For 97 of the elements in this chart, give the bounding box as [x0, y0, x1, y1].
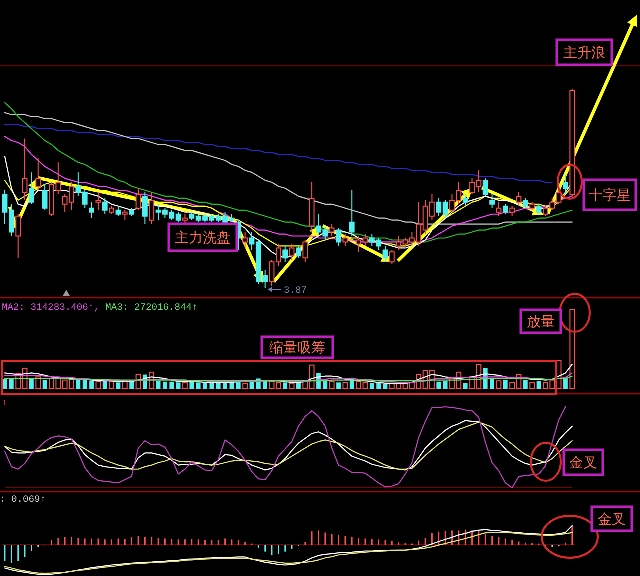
candlestick [462, 194, 468, 207]
candlestick [129, 208, 135, 217]
bar [163, 382, 168, 389]
bar [329, 381, 335, 390]
text: MA3: 272016.844↑ [106, 302, 198, 313]
bar [443, 381, 448, 389]
candlestick [570, 88, 576, 197]
candlestick [510, 206, 516, 217]
text: 十字星 [589, 188, 631, 204]
bar [503, 380, 508, 389]
candlestick [389, 250, 395, 265]
annotation: 金叉 [570, 456, 598, 472]
candlestick [302, 240, 308, 263]
bar [76, 380, 81, 389]
text: MA2: 314283.406↑, [2, 302, 100, 313]
bar [570, 310, 576, 390]
candlestick [29, 172, 34, 205]
annotation: ↑ [2, 398, 8, 408]
bar [536, 381, 542, 389]
bar [196, 382, 201, 389]
bar [342, 382, 348, 390]
bar [263, 381, 268, 389]
bar [336, 382, 341, 389]
bar [130, 382, 134, 389]
candlestick [516, 192, 522, 207]
bar [136, 374, 142, 390]
bar [2, 380, 8, 389]
candlestick [490, 194, 495, 209]
bar [96, 381, 102, 390]
bar [242, 382, 248, 390]
bar [530, 382, 536, 390]
candlestick [336, 228, 342, 247]
candlestick [496, 202, 502, 217]
bar [170, 382, 174, 389]
candlestick [109, 206, 115, 215]
bar [289, 382, 295, 390]
candlestick [536, 204, 542, 215]
candlestick [289, 244, 295, 261]
candlestick [502, 204, 508, 215]
candlestick [16, 214, 22, 259]
candlestick [349, 190, 355, 237]
bar [376, 383, 382, 389]
bar [156, 381, 161, 389]
bar [90, 381, 94, 389]
bar [82, 380, 88, 389]
bar [463, 383, 468, 389]
candlestick [296, 246, 302, 259]
bar [296, 383, 301, 389]
bar [370, 383, 374, 389]
candlestick [96, 192, 102, 211]
candlestick [42, 184, 48, 211]
bar [182, 382, 188, 390]
candlestick [142, 192, 148, 225]
candlestick [382, 246, 388, 263]
candlestick [282, 246, 288, 263]
annotation: 放量 [527, 314, 555, 330]
bar [283, 382, 288, 389]
bar [523, 380, 528, 389]
candlestick [482, 178, 488, 197]
text: 主升浪 [564, 46, 606, 62]
bar [496, 380, 502, 390]
candlestick [563, 174, 568, 195]
text: : 0.069↑ [0, 494, 46, 505]
annotation: 缩量吸筹 [270, 340, 326, 356]
candlestick [89, 202, 94, 219]
bar [36, 376, 42, 390]
candlestick [116, 206, 122, 217]
candlestick [136, 188, 142, 211]
bar [42, 380, 48, 389]
candlestick [182, 214, 188, 225]
candlestick [149, 192, 155, 225]
candlestick [329, 224, 335, 237]
candlestick [530, 202, 536, 211]
candlestick [122, 210, 128, 221]
bar [203, 383, 208, 389]
bar [210, 382, 214, 389]
bar [436, 382, 442, 389]
candlestick [242, 232, 248, 249]
bar [556, 360, 562, 390]
bar [102, 381, 108, 389]
bar [116, 382, 121, 389]
annotation: 3.87 [284, 285, 308, 296]
bar [109, 381, 115, 390]
bar [30, 378, 34, 389]
candlestick [342, 234, 348, 247]
bar [9, 380, 14, 389]
candlestick [36, 158, 42, 191]
text: 金叉 [598, 512, 626, 528]
candlestick [309, 182, 315, 233]
bar [176, 382, 181, 389]
bar [122, 380, 128, 390]
bar [149, 372, 155, 390]
bar [190, 382, 194, 389]
annotation: 主力洗盘 [175, 230, 231, 246]
candlestick [522, 198, 528, 209]
candlestick [102, 198, 108, 215]
candlestick [22, 138, 28, 201]
